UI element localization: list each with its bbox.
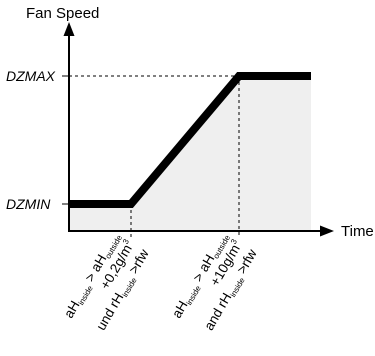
y-axis-arrow-icon [63, 22, 75, 36]
condition-text: und rH [93, 290, 126, 333]
y-axis-title: Fan Speed [26, 5, 99, 22]
fan-speed-curve [69, 72, 311, 208]
area-under-curve [69, 76, 311, 231]
superscript-text: 3 [229, 237, 239, 246]
x-axis-title: Time [341, 223, 374, 240]
superscript-text: 3 [121, 237, 131, 246]
dzmin-label: DZMIN [6, 196, 51, 212]
condition-text: aH [61, 298, 83, 320]
dzmax-label: DZMAX [6, 68, 56, 84]
x-axis-arrow-icon [320, 225, 334, 237]
condition-text: aH [169, 298, 191, 320]
condition-text: and rH [201, 290, 234, 333]
